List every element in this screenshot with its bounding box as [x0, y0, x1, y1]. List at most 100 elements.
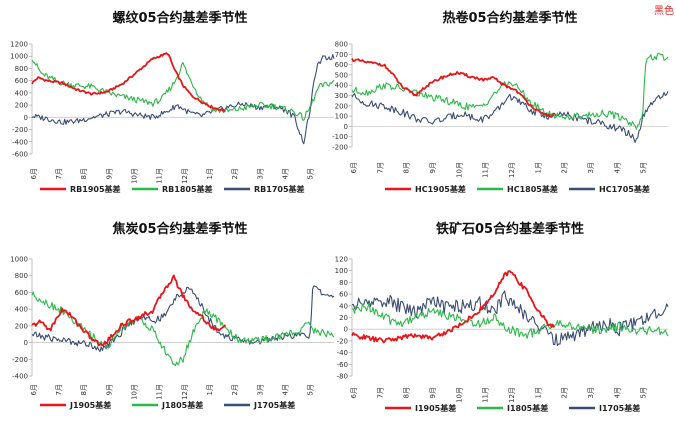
legend-label: RB1905基差 [70, 184, 121, 194]
legend-label: I1705基差 [599, 403, 640, 413]
x-tick-label: 2月 [561, 162, 569, 173]
series-line-J1905基差 [31, 274, 227, 347]
legend-label: HC1805基差 [507, 184, 558, 194]
x-tick-label: 5月 [640, 162, 648, 173]
legend-label: J1905基差 [69, 400, 111, 410]
y-tick-label: 200 [15, 322, 28, 330]
y-tick-label: 1000 [10, 256, 28, 264]
y-tick-label: 1200 [10, 41, 28, 49]
y-tick-label: -400 [12, 138, 28, 146]
x-tick-label: 10月 [455, 387, 463, 403]
x-tick-label: 2月 [231, 384, 239, 395]
series-line-RB1805基差 [31, 60, 335, 121]
x-tick-label: 4月 [281, 168, 289, 179]
x-tick-label: 5月 [307, 168, 315, 179]
x-tick-label: 12月 [508, 387, 516, 403]
y-tick-label: -20 [337, 337, 348, 345]
x-tick-label: 8月 [80, 168, 88, 179]
x-tick-label: 3月 [256, 384, 264, 395]
series-line-HC1705基差 [351, 91, 669, 144]
y-tick-label: 0 [24, 114, 28, 122]
x-tick-label: 8月 [403, 387, 411, 398]
chart-title: 螺纹05合约基差季节性 [112, 10, 247, 26]
x-tick-label: 3月 [256, 168, 264, 179]
x-tick-label: 1月 [206, 384, 214, 395]
x-tick-label: 1月 [206, 168, 214, 179]
series-line-I1705基差 [351, 290, 669, 346]
x-tick-label: 11月 [156, 384, 164, 400]
y-tick-label: 1000 [10, 53, 28, 61]
y-tick-label: 100 [335, 267, 348, 275]
x-tick-label: 4月 [613, 387, 621, 398]
series-line-J1705基差 [31, 285, 335, 353]
y-tick-label: 300 [335, 92, 348, 100]
chart-panel-2: 热卷05合约基差季节性 800 700 600 500 400 300 200 100 0 -100… [332, 10, 669, 194]
legend-label: I1805基差 [507, 403, 548, 413]
y-tick-label: -600 [12, 151, 28, 159]
x-tick-label: 10月 [130, 384, 138, 400]
y-tick-label: 0 [344, 326, 348, 334]
corner-label: 黑色 [654, 6, 674, 17]
x-tick-label: 6月 [350, 387, 358, 398]
series-line-I1905基差 [351, 270, 555, 344]
x-tick-label: 12月 [508, 162, 516, 178]
x-tick-label: 10月 [130, 168, 138, 184]
x-tick-label: 4月 [281, 384, 289, 395]
y-tick-label: -200 [12, 356, 28, 364]
legend-label: HC1905基差 [415, 184, 466, 194]
y-tick-label: 100 [335, 113, 348, 121]
x-tick-label: 11月 [156, 168, 164, 184]
y-tick-label: -400 [12, 373, 28, 381]
x-tick-label: 8月 [80, 384, 88, 395]
legend-label: RB1805基差 [162, 184, 213, 194]
chart-title: 热卷05合约基差季节性 [442, 10, 577, 26]
y-tick-label: -200 [332, 144, 348, 152]
y-tick-label: -60 [337, 361, 348, 369]
y-tick-label: 700 [335, 51, 348, 59]
x-tick-label: 5月 [307, 384, 315, 395]
x-tick-label: 7月 [376, 162, 384, 173]
x-tick-label: 1月 [534, 162, 542, 173]
x-tick-label: 12月 [181, 384, 189, 400]
y-tick-label: 600 [15, 289, 28, 297]
x-tick-label: 6月 [30, 168, 38, 179]
x-tick-label: 9月 [429, 387, 437, 398]
x-tick-label: 7月 [376, 387, 384, 398]
chart-title: 铁矿石05合约基差季节性 [435, 221, 584, 237]
y-tick-label: -200 [12, 126, 28, 134]
y-tick-label: 120 [335, 256, 348, 264]
series-line-HC1805基差 [351, 52, 669, 130]
x-tick-label: 7月 [55, 168, 63, 179]
x-tick-label: 8月 [403, 162, 411, 173]
y-tick-label: 600 [15, 77, 28, 85]
y-tick-label: 60 [339, 291, 348, 299]
y-tick-label: 800 [335, 41, 348, 49]
x-tick-label: 2月 [561, 387, 569, 398]
y-tick-label: 500 [335, 71, 348, 79]
legend-label: J1805基差 [161, 400, 203, 410]
x-tick-label: 9月 [429, 162, 437, 173]
x-tick-label: 9月 [105, 384, 113, 395]
series-line-J1805基差 [31, 291, 335, 367]
y-tick-label: -100 [332, 133, 348, 141]
y-tick-label: 40 [339, 302, 348, 310]
x-tick-label: 6月 [350, 162, 358, 173]
series-line-RB1705基差 [31, 54, 335, 145]
x-tick-label: 2月 [231, 168, 239, 179]
legend-label: HC1705基差 [599, 184, 650, 194]
x-tick-label: 5月 [640, 387, 648, 398]
legend-label: I1905基差 [415, 403, 456, 413]
y-tick-label: 200 [335, 102, 348, 110]
chart-panel-4: 铁矿石05合约基差季节性 120 100 80 60 40 20 0 -20 -40 -60 -806… [335, 221, 669, 413]
chart-panel-1: 螺纹05合约基差季节性 1200 1000 800 600 400 200 0 -200 -400… [10, 10, 335, 194]
legend-label: RB1705基差 [254, 184, 305, 194]
x-tick-label: 7月 [55, 384, 63, 395]
y-tick-label: 400 [15, 306, 28, 314]
y-tick-label: 0 [344, 123, 348, 131]
x-tick-label: 12月 [181, 168, 189, 184]
x-tick-label: 3月 [587, 387, 595, 398]
chart-title: 焦炭05合约基差季节性 [111, 221, 247, 237]
y-tick-label: 600 [335, 61, 348, 69]
y-tick-label: 800 [15, 65, 28, 73]
